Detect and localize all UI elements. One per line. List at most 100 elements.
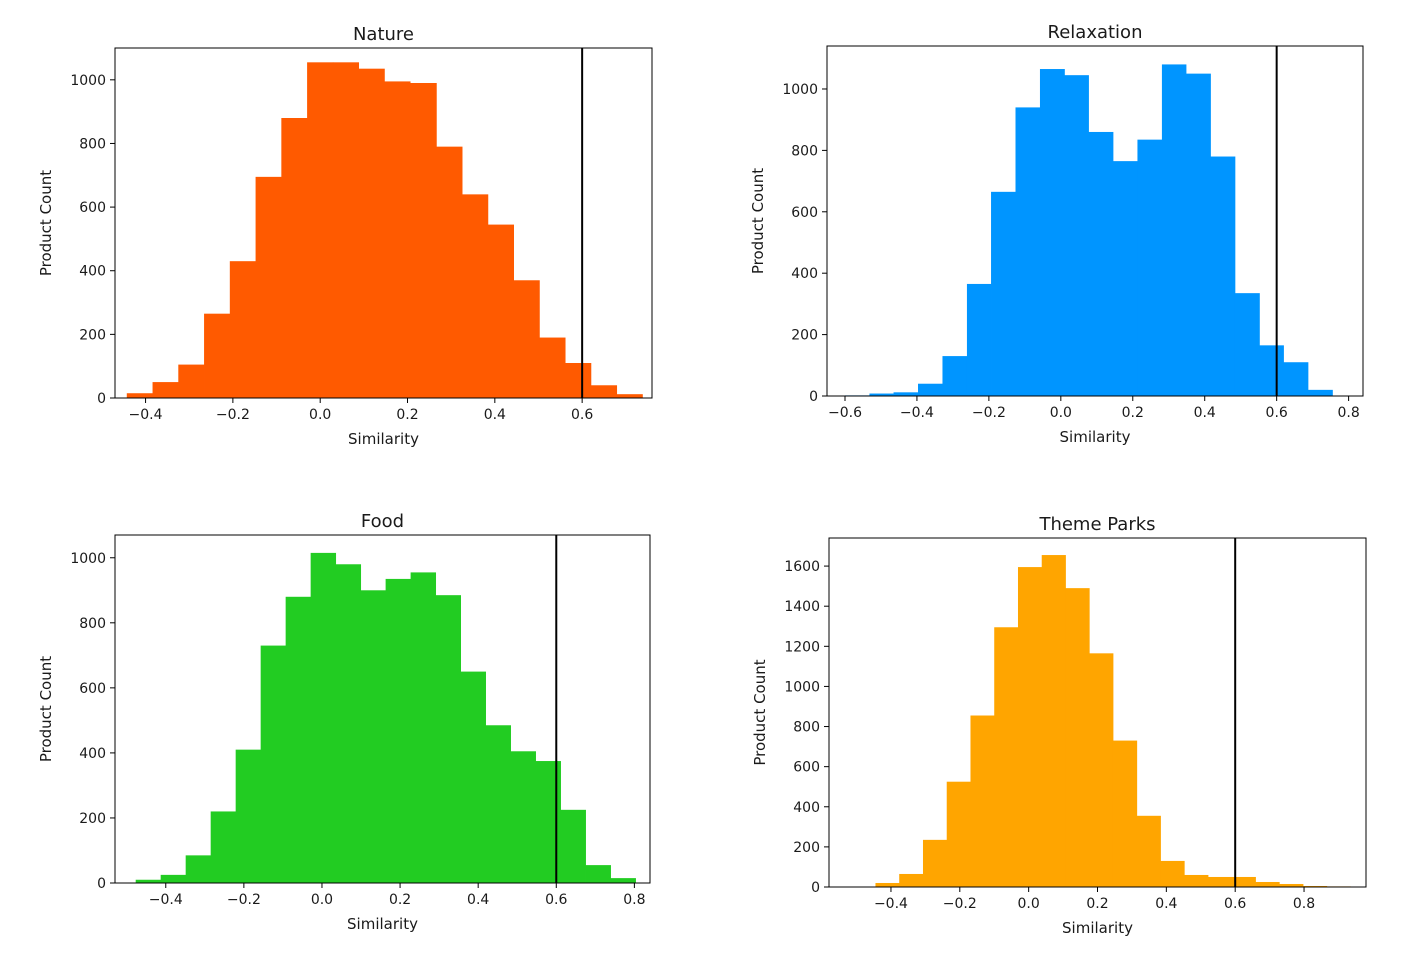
histogram-bar [204, 313, 231, 398]
histogram-bar [126, 393, 153, 398]
x-tick-label: −0.4 [900, 405, 934, 421]
x-tick-label: 0.2 [389, 892, 411, 908]
histogram-bar [1089, 653, 1114, 887]
y-tick-label: 600 [79, 200, 106, 216]
chart-title: Relaxation [1048, 22, 1143, 43]
y-tick-label: 1000 [70, 73, 106, 89]
histogram-bar [1259, 345, 1284, 396]
x-tick-label: 0.0 [311, 892, 333, 908]
histogram-bar [1307, 389, 1333, 396]
chart-title: Nature [353, 24, 414, 45]
histogram-bar [893, 392, 919, 396]
axes-frame [114, 47, 653, 399]
x-tick-label: 0.8 [1337, 405, 1359, 421]
x-axis-label: Similarity [1060, 428, 1131, 446]
histogram-bar [1041, 555, 1066, 887]
histogram-bar [135, 879, 162, 883]
histogram-bar [436, 146, 463, 398]
histogram-bar [1255, 881, 1280, 887]
y-tick-label: 0 [811, 880, 820, 896]
histogram-bar [1160, 860, 1185, 887]
x-tick-label: 0.4 [1194, 405, 1216, 421]
x-tick-label: 0.6 [571, 407, 593, 423]
histogram-bar [385, 578, 412, 883]
x-axis-label: Similarity [347, 915, 418, 933]
histogram-bar [307, 62, 334, 398]
chart-title: Theme Parks [1038, 514, 1155, 535]
histogram-bar [358, 68, 385, 399]
x-tick-label: −0.2 [216, 407, 250, 423]
y-tick-label: 200 [79, 811, 106, 827]
histogram-bar [1137, 139, 1163, 396]
histogram-bar [332, 62, 360, 398]
x-axis-label: Similarity [1062, 919, 1133, 937]
x-tick-label: −0.6 [828, 405, 862, 421]
y-tick-label: 400 [791, 266, 818, 282]
histogram-bar [1088, 131, 1114, 396]
y-tick-label: 400 [79, 264, 106, 280]
histogram-bar [1015, 107, 1041, 397]
x-tick-label: 0.0 [1018, 896, 1040, 912]
y-axis-label: Product Count [37, 170, 55, 276]
histogram-bar [255, 176, 282, 398]
histogram-bar [229, 261, 256, 398]
histogram-bar [1231, 876, 1256, 887]
subplot-2: −0.6 −0.4 −0.2 0.0 0.2 0.4 0.6 0.8 0 200 400 600 800… [749, 22, 1364, 446]
y-tick-label: 400 [793, 800, 820, 816]
chart-title: Food [361, 511, 404, 532]
histogram-bar [1064, 75, 1089, 397]
y-tick-label: 200 [791, 328, 818, 344]
y-tick-label: 800 [79, 136, 106, 152]
histogram-bar [869, 393, 894, 396]
histogram-bar [1065, 588, 1090, 887]
x-tick-label: 0.4 [484, 407, 506, 423]
y-tick-label: 400 [79, 746, 106, 762]
histogram-bar [560, 809, 586, 883]
x-tick-label: 0.6 [1266, 405, 1288, 421]
axes-frame [114, 534, 651, 884]
histogram-bar [160, 874, 187, 883]
y-tick-label: 0 [97, 876, 106, 892]
histogram-bar [899, 873, 924, 887]
histogram-bar [281, 118, 308, 398]
subplot-1: −0.4 −0.2 0.0 0.2 0.4 0.6 0 200 400 600 800 1000 Nat… [37, 24, 653, 448]
y-tick-label: 1400 [784, 599, 820, 615]
histogram-bar [875, 882, 900, 887]
x-tick-label: 0.8 [623, 892, 645, 908]
histogram-bar [942, 356, 968, 396]
histogram-bar [539, 337, 566, 398]
y-tick-label: 800 [791, 143, 818, 159]
y-axis-label: Product Count [749, 168, 767, 274]
y-tick-label: 1000 [70, 551, 106, 567]
histogram-bar [360, 590, 387, 883]
histogram-bar [1184, 874, 1209, 887]
histogram-bar [460, 671, 486, 883]
histogram-bar [970, 715, 995, 887]
histogram-bar [1039, 69, 1065, 396]
x-tick-label: 0.2 [1122, 405, 1144, 421]
histogram-bar [410, 83, 437, 398]
histogram-bar [1279, 883, 1304, 887]
y-tick-label: 0 [809, 389, 818, 405]
histogram-bar [235, 749, 262, 883]
y-tick-label: 1600 [784, 559, 820, 575]
y-tick-label: 600 [79, 681, 106, 697]
y-tick-label: 1200 [784, 639, 820, 655]
histogram-bar [991, 191, 1016, 396]
y-tick-label: 600 [793, 760, 820, 776]
subplot-4: −0.4 −0.2 0.0 0.2 0.4 0.6 0.8 0 200 400 600 800 1000… [751, 514, 1367, 937]
histogram-bar [335, 564, 362, 883]
y-tick-label: 800 [79, 616, 106, 632]
y-axis-label: Product Count [751, 659, 769, 765]
histogram-bar [513, 280, 540, 398]
histogram-bar [1186, 73, 1211, 396]
histogram-bar [210, 811, 237, 883]
x-tick-label: 0.4 [467, 892, 489, 908]
y-tick-label: 200 [79, 327, 106, 343]
x-tick-label: 0.6 [1224, 896, 1246, 912]
subplot-3: −0.4 −0.2 0.0 0.2 0.4 0.6 0.8 0 200 400 600 800 1000… [37, 511, 651, 933]
histogram-bar [1283, 362, 1309, 396]
histogram-bar [185, 855, 212, 883]
histogram-bar [384, 81, 411, 398]
histogram-bar [485, 725, 511, 883]
